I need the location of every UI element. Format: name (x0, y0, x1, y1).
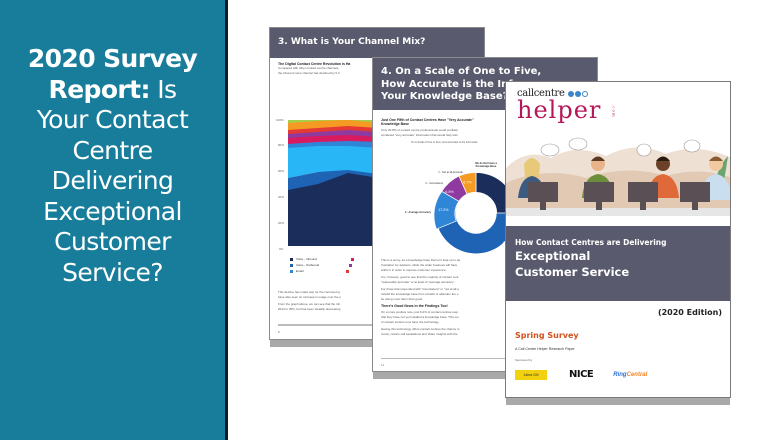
ringcentral-logo: RingCentral (613, 372, 647, 378)
body-line: This decline has made way for the contin… (278, 290, 340, 294)
jabra-logo: Jabra GN (515, 369, 547, 380)
research-paper-label: A Call Centre Helper Research Paper (515, 347, 575, 351)
body-line: It is, however, good to see that the maj… (381, 275, 459, 279)
cover-title-line: Exceptional (515, 249, 591, 263)
title-line: 4. On a Scale of One to Five, (381, 66, 542, 77)
body-line: within it in order to improve customer e… (381, 268, 447, 272)
report-cover: callcentre helper .com Ho (505, 81, 731, 398)
legend-item: Email (290, 268, 357, 274)
body-line: From the graph above, we can see that th… (278, 302, 341, 306)
svg-text:60%: 60% (278, 169, 284, 173)
svg-text:6.5%: 6.5% (445, 190, 454, 194)
subheading: Just One Fifth of Contact Centres Have "… (381, 118, 474, 122)
body-line: Having this technology offers contact ce… (381, 327, 460, 331)
body-line: rebuild the knowledge base from scratch … (381, 292, 459, 296)
chart-title: On a Scale of One to Five, How Accurate … (411, 141, 478, 144)
logo-top: callcentre (517, 88, 624, 99)
headline-line-1: 2020 Survey (27, 44, 198, 73)
intro-line: Only 20.8% of contact centre professiona… (381, 128, 459, 132)
svg-text:40%: 40% (278, 195, 284, 199)
svg-text:6.7%: 6.7% (463, 180, 472, 184)
headline-line-2-bold: Report: (48, 74, 151, 104)
chart-legend: Voice - Inbound Voice - Outbound Email (290, 256, 357, 274)
cover-subtitle: How Contact Centres are Delivering (515, 238, 667, 247)
legend-label: Voice - Inbound (296, 257, 317, 261)
body-line: be doing more harm than good. (381, 297, 423, 301)
body-line: costs), reduce call escalations and shar… (381, 332, 458, 336)
svg-text:80%: 80% (278, 143, 284, 147)
cover-title-line: Customer Service (515, 265, 630, 279)
headline-line-8: Service? (62, 257, 163, 287)
subheading: The Digital Contact Centre Revolution is… (278, 62, 351, 66)
legend-swatch (290, 257, 293, 261)
headline-panel: 2020 Survey Report: Is Your Contact Cent… (0, 0, 228, 440)
donut-label: 3 - Average Accuracy (404, 211, 431, 214)
ringcentral-logo-a: Ring (613, 371, 627, 378)
subheading: There's Good News in the Findings Too! (381, 304, 448, 308)
body-line: This is a worry, as a knowledge base tha… (381, 258, 461, 262)
legend-label: Voice - Outbound (296, 263, 320, 267)
ringcentral-logo-b: Central (626, 371, 648, 378)
sponsored-by-label: Sponsored by (515, 358, 533, 362)
edition-label: (2020 Edition) (657, 308, 722, 317)
intro-line: contained "very accurate" information th… (381, 133, 458, 137)
svg-text:17.2%: 17.2% (438, 208, 449, 212)
nice-logo: NICE (569, 369, 594, 380)
legend-label: Email (296, 269, 304, 273)
subheading: Knowledge Base (381, 122, 410, 126)
footer-divider (381, 358, 589, 359)
body-line: of contact centres now have the technolo… (381, 320, 440, 324)
body-text: This is a worry, as a knowledge base tha… (381, 258, 591, 337)
body-line: For those that responded with "inconsist… (381, 287, 459, 291)
svg-text:20%: 20% (278, 221, 284, 225)
legend-item: Voice - Inbound (290, 256, 357, 262)
headline-line-5: Delivering (51, 166, 174, 195)
headline-line-4: Centre (72, 135, 154, 165)
donut-label: We do Not Have a Knowledge Base (475, 162, 497, 168)
intro-line: Compared with other contact centre chann… (278, 66, 340, 70)
logo-main: helper .com (517, 96, 624, 124)
logo-main-text: helper (517, 96, 602, 124)
body-line: On a more positive note, just 6.2% of co… (381, 310, 459, 314)
body-line: have also seen an increase in usage over… (278, 295, 341, 299)
donut-label: 2 - Inconsistent (425, 182, 443, 185)
title-line: How Accurate is the Inform (381, 78, 535, 90)
legend-swatch (345, 269, 349, 273)
body-text: This decline has made way for the contin… (278, 290, 478, 312)
callcentre-helper-logo: callcentre helper .com (517, 88, 624, 124)
headline-line-6: Exceptional (43, 196, 182, 226)
headline: 2020 Survey Report: Is Your Contact Cent… (3, 44, 223, 288)
donut-label: 1 - Not at all Accurate (438, 171, 463, 174)
page-title: 3. What is Your Channel Mix? (270, 28, 484, 58)
svg-text:100%: 100% (276, 118, 284, 122)
survey-season: Spring Survey (515, 331, 579, 340)
legend-item: Voice - Outbound (290, 262, 357, 268)
headline-line-2-rest: Is (149, 74, 177, 104)
logo-dots-icon (567, 90, 588, 97)
headline-line-3: Your Contact (36, 105, 189, 134)
legend-swatch (350, 257, 354, 261)
svg-text:0%: 0% (279, 247, 284, 250)
logo-top-text: callcentre (517, 88, 565, 99)
legend-swatch (349, 263, 353, 267)
cover-title-band: How Contact Centres are Delivering Excep… (506, 226, 730, 301)
page-number: 11 (381, 363, 385, 367)
body-line: frustration for advisors, while the wide… (381, 263, 458, 267)
sponsor-logos: Jabra GN NICE RingCentral (515, 369, 725, 380)
body-line: "reasonably accurate" or at least of "av… (381, 280, 455, 284)
agents-illustration (506, 137, 730, 216)
legend-swatch (290, 263, 293, 267)
body-line: that they have not yet installed a knowl… (381, 315, 459, 319)
page-number: 8 (278, 330, 280, 334)
intro-line: the inbound voice channel has declined b… (278, 71, 340, 75)
channel-mix-area-chart: 100%80%60% 40%20%0% 201420152016 (276, 118, 376, 250)
body-line: 2014 to 25%, but has been steadily decre… (278, 307, 341, 311)
logo-com-text: .com (611, 104, 617, 118)
legend-swatch (290, 269, 293, 273)
headline-line-7: Customer (54, 227, 171, 256)
title-line: Your Knowledge Base? (381, 91, 509, 102)
headline-line-2: Report: Is (3, 75, 223, 106)
